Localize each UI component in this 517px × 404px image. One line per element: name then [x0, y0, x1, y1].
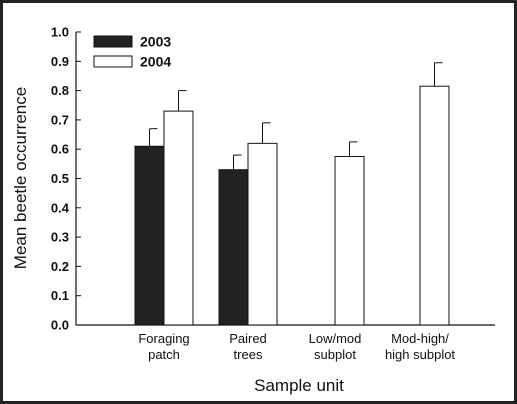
y-tick-label: 0.6 [51, 142, 69, 157]
x-category-label: subplot [314, 347, 356, 362]
y-tick-label: 0.4 [51, 200, 70, 215]
bar-2004 [163, 110, 194, 326]
y-tick-label: 0.1 [51, 288, 69, 303]
legend-swatch-2004 [93, 55, 133, 68]
y-tick-label: 0.7 [51, 112, 69, 127]
x-category-label: high subplot [385, 347, 455, 362]
bar-2003 [134, 145, 165, 326]
y-axis-title: Mean beetle occurrence [11, 87, 30, 269]
y-tick-label: 0.0 [51, 318, 69, 333]
y-tick-label: 0.2 [51, 259, 69, 274]
y-tick-label: 0.3 [51, 230, 69, 245]
x-axis-title: Sample unit [254, 376, 344, 395]
x-category-label: patch [148, 347, 180, 362]
x-category-label: Mod-high/ [391, 331, 449, 346]
y-tick-label: 1.0 [51, 25, 69, 40]
x-category-label: Foraging [138, 331, 189, 346]
y-tick-label: 0.8 [51, 83, 69, 98]
bar-2004 [419, 85, 450, 326]
legend-swatch-2003 [93, 35, 133, 48]
bar-2003 [218, 169, 249, 326]
x-category-label: Paired [229, 331, 267, 346]
y-tick-label: 0.9 [51, 54, 69, 69]
legend-label-2003: 2003 [140, 34, 171, 50]
bar-2004 [247, 142, 278, 326]
y-tick-label: 0.5 [51, 171, 69, 186]
x-category-label: Low/mod [309, 331, 362, 346]
plot-area: 0.0 0.1 0.2 0.3 0.4 0.5 0.6 0.7 0.8 0.9 1.0 Foragin… [51, 25, 495, 362]
legend-label-2004: 2004 [140, 54, 171, 70]
x-category-label: trees [234, 347, 263, 362]
bar-2004 [334, 156, 365, 326]
